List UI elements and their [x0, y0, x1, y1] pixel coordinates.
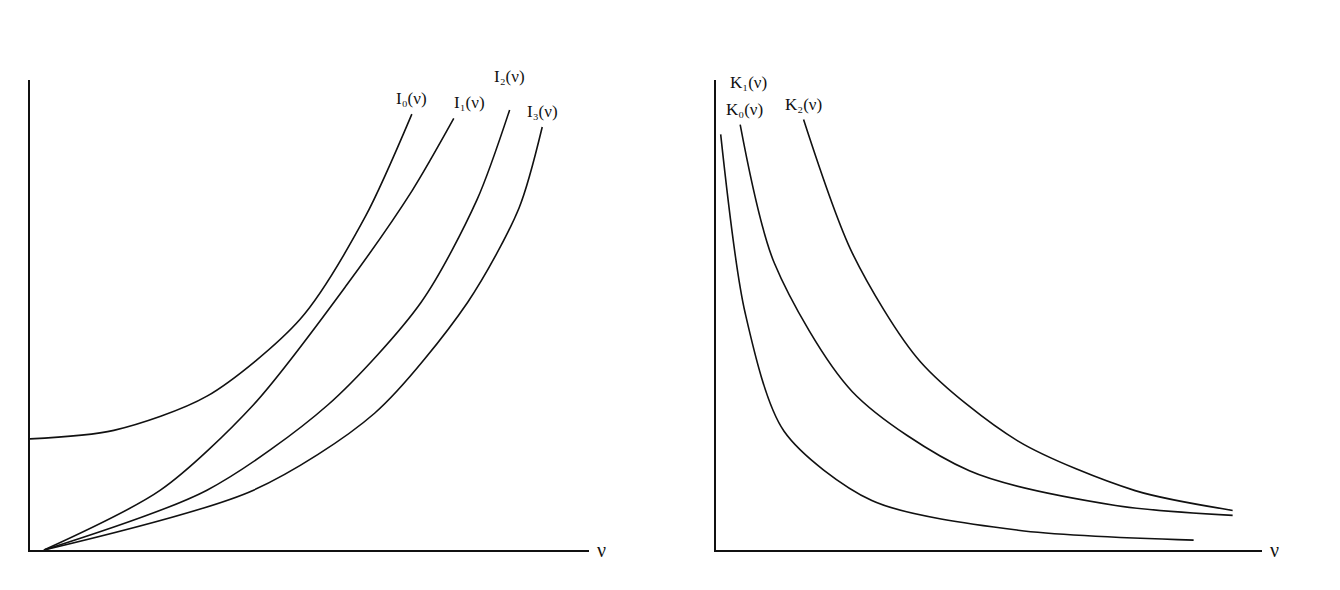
- svg-text:I₃(ν): I₃(ν): [527, 102, 558, 121]
- svg-text:K₀(ν): K₀(ν): [726, 100, 763, 119]
- svg-text:I₀(ν): I₀(ν): [396, 89, 427, 108]
- svg-text:K₁(ν): K₁(ν): [730, 73, 767, 92]
- svg-text:I₂(ν): I₂(ν): [494, 67, 525, 86]
- svg-text:I₁(ν): I₁(ν): [454, 93, 485, 112]
- svg-text:ν: ν: [1270, 539, 1279, 561]
- svg-text:K₂(ν): K₂(ν): [785, 95, 822, 114]
- svg-text:ν: ν: [597, 539, 606, 561]
